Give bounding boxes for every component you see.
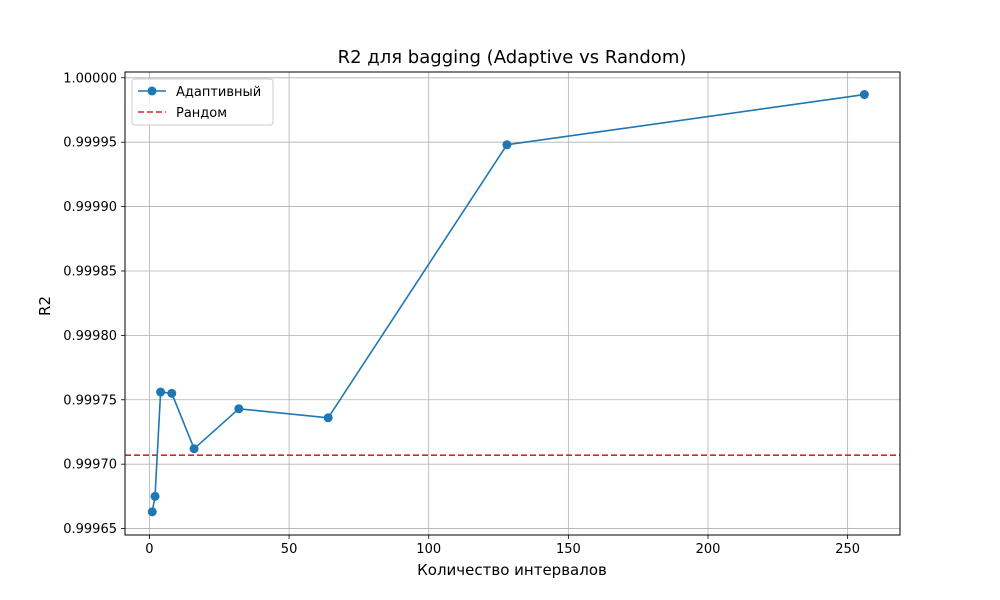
y-axis-label: R2 xyxy=(36,296,54,316)
x-tick-label: 200 xyxy=(696,542,721,557)
y-tick-label: 0.99985 xyxy=(63,264,117,279)
adaptive-data-point xyxy=(147,507,157,517)
adaptive-data-point xyxy=(189,444,199,454)
legend-adaptive-marker xyxy=(147,86,157,96)
plot-area-background xyxy=(125,72,900,535)
y-tick-label: 1.00000 xyxy=(63,71,117,86)
x-tick-label: 50 xyxy=(281,542,298,557)
x-tick-label: 150 xyxy=(556,542,581,557)
y-tick-label: 0.99990 xyxy=(63,200,117,215)
y-tick-label: 0.99965 xyxy=(63,522,117,537)
adaptive-data-point xyxy=(502,140,512,150)
legend-random-label: Рандом xyxy=(176,106,227,121)
legend: Адаптивный Рандом xyxy=(131,78,274,126)
x-tick-label: 250 xyxy=(835,542,860,557)
adaptive-data-point xyxy=(859,90,869,100)
x-tick-label: 100 xyxy=(416,542,441,557)
x-axis-label: Количество интервалов xyxy=(417,561,607,579)
x-tick-label: 0 xyxy=(145,542,153,557)
axis-ticks: 0 50 100 150 200 250 0.99965 0.99970 0.99975 0.99… xyxy=(63,71,860,557)
adaptive-data-point xyxy=(234,404,244,414)
adaptive-series-layer xyxy=(147,90,869,517)
adaptive-data-point xyxy=(156,387,166,397)
legend-box xyxy=(131,78,274,126)
y-tick-label: 0.99970 xyxy=(63,458,117,473)
adaptive-data-point xyxy=(323,413,333,423)
adaptive-data-point xyxy=(150,491,160,501)
y-tick-label: 0.99980 xyxy=(63,329,117,344)
y-tick-label: 0.99975 xyxy=(63,393,117,408)
adaptive-data-point xyxy=(167,388,177,398)
legend-adaptive-label: Адаптивный xyxy=(176,85,261,100)
chart-title: R2 для bagging (Adaptive vs Random) xyxy=(338,47,687,68)
y-tick-label: 0.99995 xyxy=(63,136,117,151)
grid xyxy=(125,72,900,535)
plot-area-frame xyxy=(124,71,901,536)
